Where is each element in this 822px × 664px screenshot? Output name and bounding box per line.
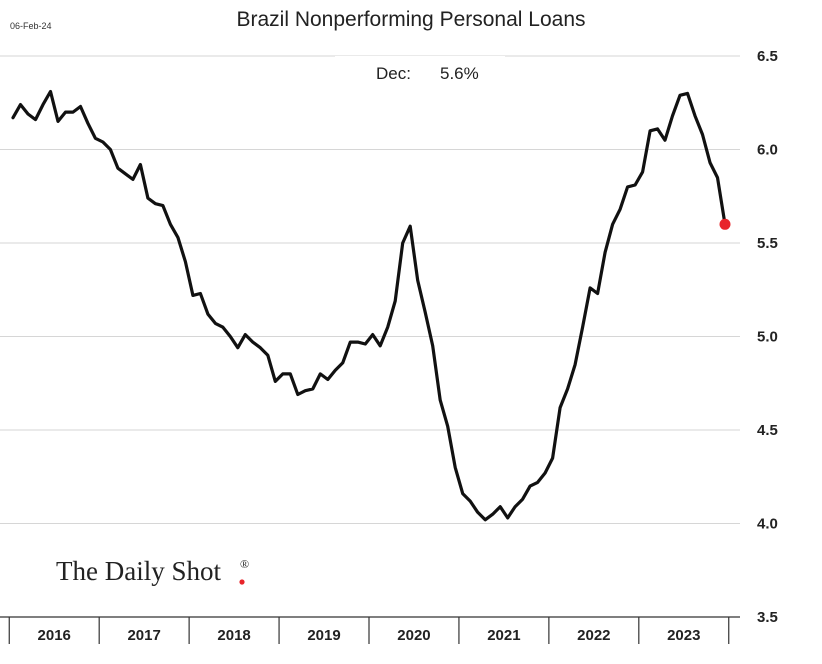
annotation-box <box>335 56 505 90</box>
y-axis-labels: 3.5 4.0 4.5 5.0 5.5 6.0 6.5 <box>757 48 778 626</box>
daily-shot-logo: The Daily Shot <box>56 556 221 586</box>
x-axis <box>0 616 740 644</box>
last-point-marker <box>719 218 731 230</box>
x-tick-label: 2021 <box>487 627 520 644</box>
x-tick-label: 2017 <box>127 627 160 644</box>
x-axis-labels: 2016 2017 2018 2019 2020 2021 2022 2023 <box>38 627 701 644</box>
x-tick-label: 2023 <box>667 627 700 644</box>
annotation-value: 5.6% <box>440 64 479 83</box>
y-tick-label: 3.5 <box>757 609 778 626</box>
gridlines <box>0 55 740 524</box>
y-tick-label: 5.0 <box>757 329 778 346</box>
annotation-label: Dec: <box>376 64 411 83</box>
logo-registered-mark: ® <box>240 557 249 571</box>
x-tick-label: 2016 <box>38 627 71 644</box>
y-tick-label: 4.5 <box>757 422 778 439</box>
x-tick-label: 2019 <box>307 627 340 644</box>
x-tick-label: 2020 <box>397 627 430 644</box>
chart-title: Brazil Nonperforming Personal Loans <box>236 8 585 31</box>
y-tick-label: 6.5 <box>757 48 778 65</box>
x-tick-label: 2018 <box>217 627 250 644</box>
x-tick-label: 2022 <box>577 627 610 644</box>
series-line <box>11 89 727 522</box>
y-tick-label: 4.0 <box>757 516 778 533</box>
date-label: 06-Feb-24 <box>10 21 52 31</box>
y-tick-label: 6.0 <box>757 142 778 159</box>
y-tick-label: 5.5 <box>757 235 778 252</box>
logo-dot-icon <box>239 579 245 585</box>
